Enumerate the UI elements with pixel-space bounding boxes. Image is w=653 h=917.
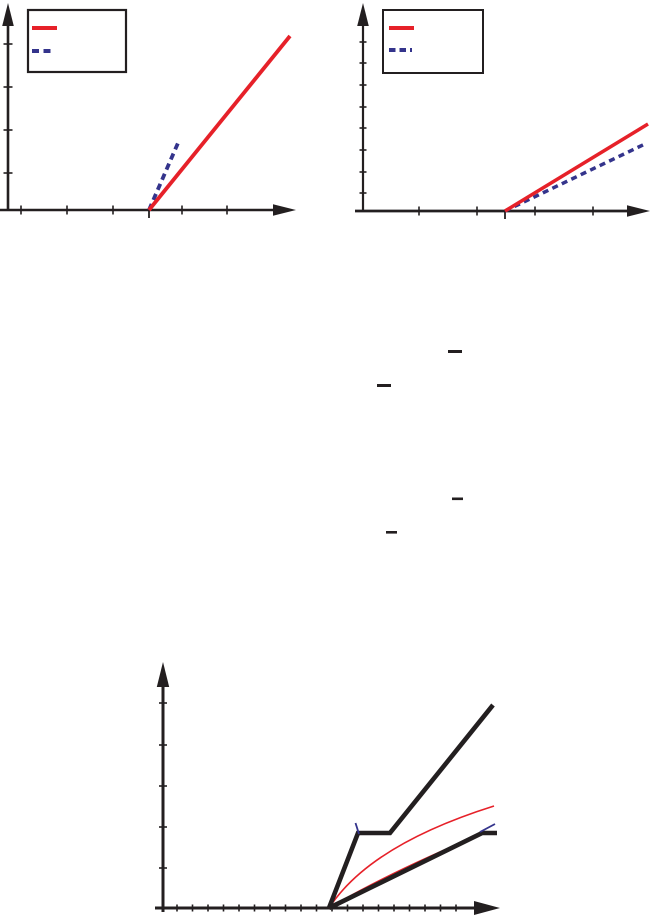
x-axis-arrow-icon: [474, 901, 500, 915]
x-axis-arrow-icon: [273, 204, 296, 216]
series-red-thin-ray-upper: [328, 805, 495, 909]
chart-bottom: [155, 662, 500, 915]
fraction-bar-2: [377, 384, 391, 387]
fraction-bar-3: [452, 497, 463, 501]
series-blue-dashed-line: [504, 141, 648, 213]
series-black-thick-lower-flattened: [327, 830, 497, 911]
series-red-solid-line: [147, 34, 292, 212]
legend-top-right: [382, 9, 484, 74]
chart-top-left: [0, 3, 296, 218]
series-blue-notch-marker-right: [479, 823, 496, 833]
series-blue-dashed-line: [147, 142, 180, 211]
x-axis-arrow-icon: [627, 205, 650, 217]
y-axis-arrow-icon: [156, 662, 170, 687]
series-red-solid-line: [504, 122, 649, 213]
legend-box: [26, 8, 128, 74]
series-black-thick-upper-notched: [326, 703, 495, 909]
y-axis-arrow-icon: [2, 3, 14, 26]
y-axis-arrow-icon: [357, 3, 369, 26]
legend-box: [382, 9, 484, 74]
series-blue-notch-marker-left: [354, 822, 360, 835]
chart-top-right: [355, 3, 650, 219]
fraction-bar-4: [386, 531, 397, 534]
fraction-bar-1: [448, 350, 462, 353]
legend-top-left: [26, 8, 128, 74]
